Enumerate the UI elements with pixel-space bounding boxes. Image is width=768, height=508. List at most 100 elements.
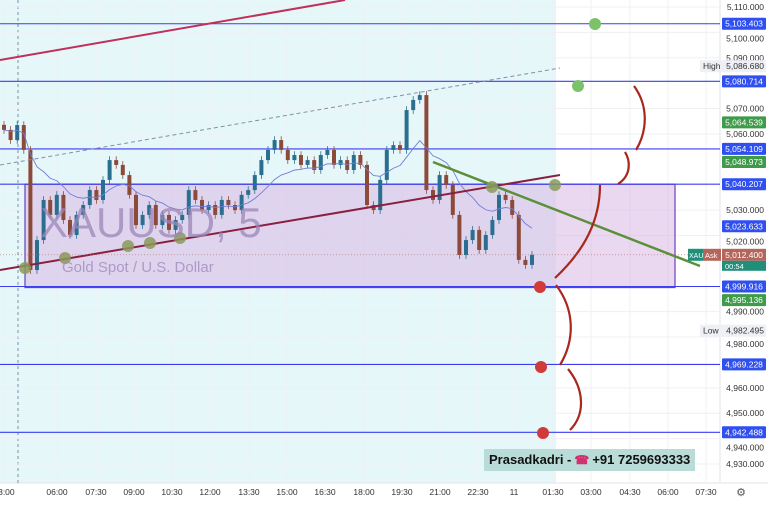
candle-body (437, 175, 442, 200)
candle-body (424, 95, 429, 191)
channel-midline-dashed (0, 67, 561, 166)
price-tick-label: 4,950.000 (726, 408, 764, 418)
candle-body (483, 234, 488, 250)
indicator-price-label-bg (722, 155, 766, 168)
projection-arrow-icon (554, 184, 602, 279)
candle-body (299, 155, 303, 165)
candle-body (252, 175, 257, 191)
candle-body (417, 95, 422, 100)
level-price-label: 4,969.228 (725, 359, 763, 369)
low-label-bg (700, 324, 766, 337)
symbol-tag: XAU (689, 253, 703, 260)
candle-body (332, 149, 336, 165)
candle-body (68, 220, 72, 235)
author-name: Prasadkadri - (489, 452, 572, 467)
candle-body (516, 214, 521, 260)
downside-target-marker (535, 361, 547, 373)
candle-body (193, 190, 198, 200)
time-tick-label: 16:30 (314, 487, 336, 497)
projection-arrow-icon (617, 151, 630, 185)
candle-body (81, 205, 86, 215)
price-tick-label: 5,070.000 (726, 104, 764, 114)
level-price-label-bg (722, 178, 766, 191)
level-price-label-bg (722, 280, 766, 293)
time-tick-label: 03:00 (0, 487, 15, 497)
projection-arrow-icon (567, 368, 583, 431)
candle-body (167, 214, 171, 230)
level-price-label-bg (722, 17, 766, 30)
candle-body (266, 149, 270, 161)
candle-body (285, 149, 290, 161)
candle-body (153, 205, 158, 226)
candle-body (48, 199, 53, 215)
candle-body (450, 184, 455, 215)
candle-body (523, 259, 528, 265)
touch-point-marker (122, 240, 134, 252)
level-price-label: 5,023.633 (725, 221, 763, 231)
time-tick-label: 03:00 (580, 487, 602, 497)
current-price-bg (722, 248, 766, 261)
ask-tag: Ask (705, 251, 718, 260)
target-marker (589, 18, 601, 30)
high-value: 5,086.680 (726, 61, 764, 71)
price-tick-label: 4,980.000 (726, 339, 764, 349)
gear-icon[interactable]: ⚙ (736, 487, 746, 499)
time-tick-label: 04:30 (619, 487, 641, 497)
countdown-bg (722, 260, 766, 271)
touch-point-marker (19, 262, 31, 274)
candle-body (15, 125, 20, 141)
current-price-label: 5,012.400 (725, 250, 763, 260)
candle-body (2, 124, 6, 130)
time-tick-label: 12:00 (199, 487, 221, 497)
indicator-price-label-bg (722, 294, 766, 307)
candle-body (41, 199, 46, 241)
candle-body (279, 140, 284, 150)
price-tick-label: 4,940.000 (726, 443, 764, 453)
description-watermark: Gold Spot / U.S. Dollar (62, 259, 214, 276)
time-tick-label: 15:00 (276, 487, 298, 497)
upper-channel-line (0, 0, 346, 61)
time-tick-label: 01:30 (542, 487, 564, 497)
time-tick-label: 13:30 (238, 487, 260, 497)
candle-body (470, 229, 475, 241)
level-price-label-bg (722, 426, 766, 439)
candle-body (160, 214, 165, 226)
candle-body (219, 199, 224, 215)
symbol-watermark: XAUUSD, 5 (40, 199, 262, 246)
candle-body (140, 214, 145, 226)
candle-body (101, 179, 105, 200)
candle-body (365, 164, 369, 206)
candle-body (147, 205, 152, 215)
candle-body (411, 99, 416, 111)
candle-body (107, 160, 112, 180)
candle-body (233, 205, 237, 211)
time-tick-label: 09:00 (123, 487, 145, 497)
price-tick-label: 5,100.000 (726, 33, 764, 43)
price-tick-label: 4,990.000 (726, 307, 764, 317)
candle-body (206, 205, 211, 211)
level-price-label-bg (722, 220, 766, 233)
candle-body (497, 194, 501, 221)
candle-body (431, 190, 435, 200)
author-signature: Prasadkadri - ☎ +91 7259693333 (484, 449, 696, 471)
price-tick-label: 5,030.000 (726, 205, 764, 215)
price-tick-label: 5,090.000 (726, 53, 764, 63)
indicator-price-label: 5,064.539 (725, 117, 763, 127)
candle-body (391, 145, 396, 150)
touch-point-marker (486, 181, 498, 193)
level-price-label: 5,040.207 (725, 179, 763, 189)
candle-body (213, 205, 218, 215)
candle-body (312, 160, 317, 170)
target-marker (572, 80, 584, 92)
low-value: 4,982.495 (726, 326, 764, 336)
lower-channel-line (0, 174, 561, 271)
candle-body (490, 220, 495, 235)
time-tick-label: 10:30 (161, 487, 183, 497)
candle-body (351, 155, 356, 170)
candle-body (180, 214, 185, 221)
candle-body (384, 149, 389, 180)
candle-body (239, 194, 244, 211)
candle-body (21, 125, 26, 150)
level-price-label-bg (722, 358, 766, 371)
